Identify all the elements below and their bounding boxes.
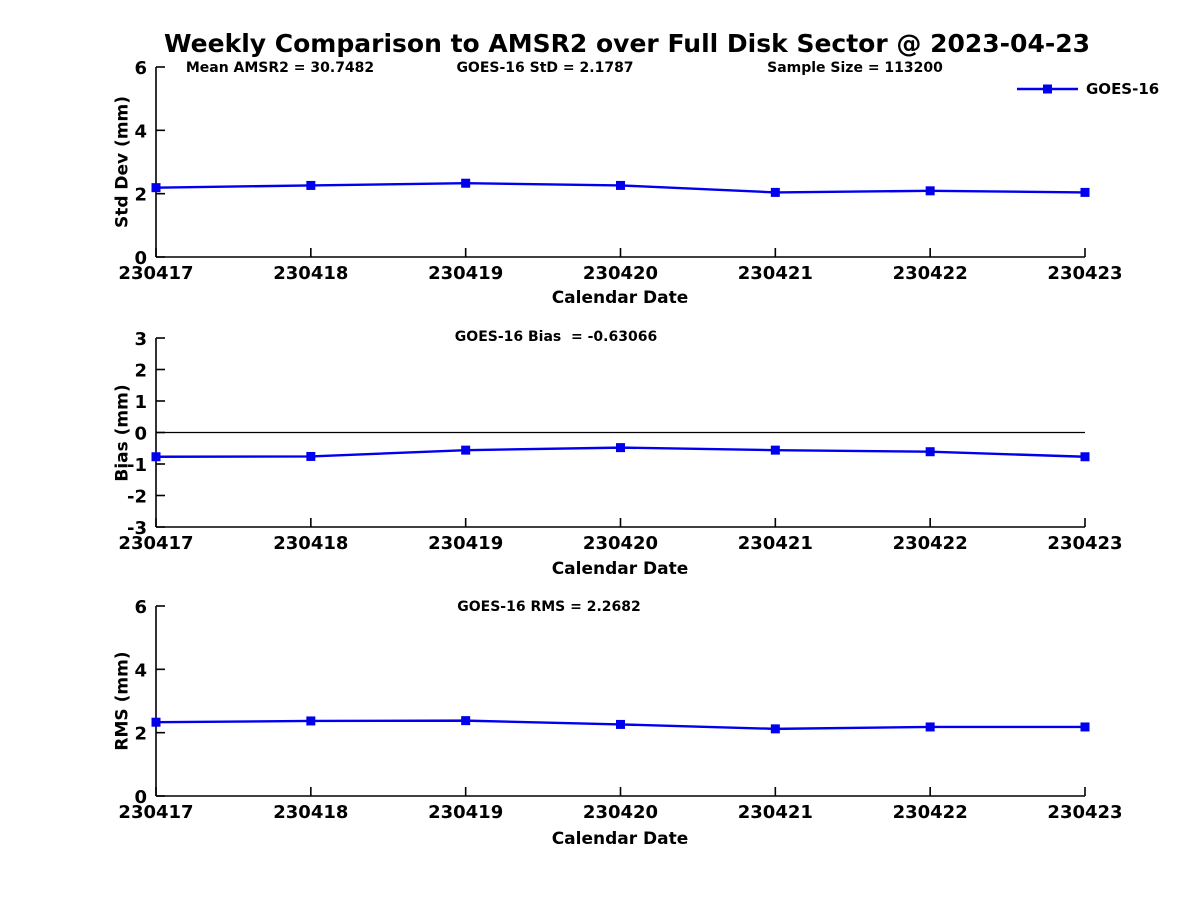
x-tick-label: 230418 xyxy=(273,802,348,823)
y-tick-label: 6 xyxy=(134,597,147,618)
data-point-marker xyxy=(1080,187,1090,197)
y-axis-label-rms: RMS (mm) xyxy=(112,651,133,751)
y-tick-label: 4 xyxy=(134,660,147,681)
data-point-marker xyxy=(461,445,471,455)
y-tick-label: 1 xyxy=(134,392,147,413)
y-axis-label-bias: Bias (mm) xyxy=(112,384,133,482)
x-tick-label: 230422 xyxy=(893,802,968,823)
y-tick-label: 0 xyxy=(134,787,147,808)
data-point-marker xyxy=(770,445,780,455)
data-point-marker xyxy=(306,716,316,726)
annotation-mean-amsr2: Mean AMSR2 = 30.7482 xyxy=(185,60,375,76)
y-axis-label-std-dev: Std Dev (mm) xyxy=(112,95,133,229)
data-point-marker xyxy=(770,724,780,734)
x-axis-label-2: Calendar Date xyxy=(551,559,689,579)
data-point-marker xyxy=(925,186,935,196)
x-axis-label-1: Calendar Date xyxy=(551,288,689,308)
x-tick-label: 230421 xyxy=(738,533,813,554)
annotation-goes16-bias: GOES-16 Bias = -0.63066 xyxy=(454,329,658,345)
x-tick-label: 230419 xyxy=(428,263,503,284)
legend-label: GOES-16 xyxy=(1086,80,1160,98)
x-tick-label: 230423 xyxy=(1047,263,1122,284)
x-tick-label: 230418 xyxy=(273,263,348,284)
x-tick-label: 230420 xyxy=(583,802,658,823)
y-tick-label: 2 xyxy=(134,185,147,206)
data-point-marker xyxy=(616,443,625,453)
x-tick-label: 230421 xyxy=(738,802,813,823)
y-tick-label: 0 xyxy=(134,424,147,445)
legend-marker-icon xyxy=(1043,84,1052,94)
y-tick-label: 4 xyxy=(134,121,147,142)
x-tick-label: 230417 xyxy=(118,533,193,554)
data-point-marker xyxy=(616,180,625,190)
data-point-marker xyxy=(1080,452,1090,462)
y-tick-label: 3 xyxy=(134,329,147,350)
data-point-marker xyxy=(461,716,471,726)
x-tick-label: 230417 xyxy=(118,802,193,823)
x-tick-label: 230420 xyxy=(583,533,658,554)
data-point-marker xyxy=(1080,722,1090,732)
data-point-marker xyxy=(306,180,316,190)
x-axis-label-3: Calendar Date xyxy=(551,829,689,849)
x-tick-label: 230418 xyxy=(273,533,348,554)
data-point-marker xyxy=(616,719,625,729)
x-tick-label: 230417 xyxy=(118,263,193,284)
figure-title: Weekly Comparison to AMSR2 over Full Dis… xyxy=(163,29,1091,58)
data-point-marker xyxy=(925,722,935,732)
data-point-marker xyxy=(770,187,780,197)
y-tick-label: -1 xyxy=(127,455,147,476)
x-tick-label: 230423 xyxy=(1047,802,1122,823)
y-tick-label: 2 xyxy=(134,361,147,382)
annotation-sample-size: Sample Size = 113200 xyxy=(767,60,943,76)
data-point-marker xyxy=(925,447,935,457)
y-tick-label: 6 xyxy=(134,58,147,79)
x-tick-label: 230423 xyxy=(1047,533,1122,554)
y-tick-label: -2 xyxy=(127,487,147,508)
data-point-marker xyxy=(306,451,316,461)
x-tick-label: 230421 xyxy=(738,263,813,284)
data-point-marker xyxy=(461,178,471,188)
x-tick-label: 230419 xyxy=(428,802,503,823)
y-tick-label: 2 xyxy=(134,724,147,745)
annotation-goes16-std: GOES-16 StD = 2.1787 xyxy=(456,60,634,76)
y-tick-label: 0 xyxy=(134,248,147,269)
data-point-marker xyxy=(151,183,161,193)
data-point-marker xyxy=(151,717,161,727)
y-tick-label: -3 xyxy=(127,518,147,539)
x-tick-label: 230422 xyxy=(893,263,968,284)
x-tick-label: 230422 xyxy=(893,533,968,554)
x-tick-label: 230420 xyxy=(583,263,658,284)
annotation-goes16-rms: GOES-16 RMS = 2.2682 xyxy=(457,599,641,615)
x-tick-label: 230419 xyxy=(428,533,503,554)
data-point-marker xyxy=(151,452,161,462)
